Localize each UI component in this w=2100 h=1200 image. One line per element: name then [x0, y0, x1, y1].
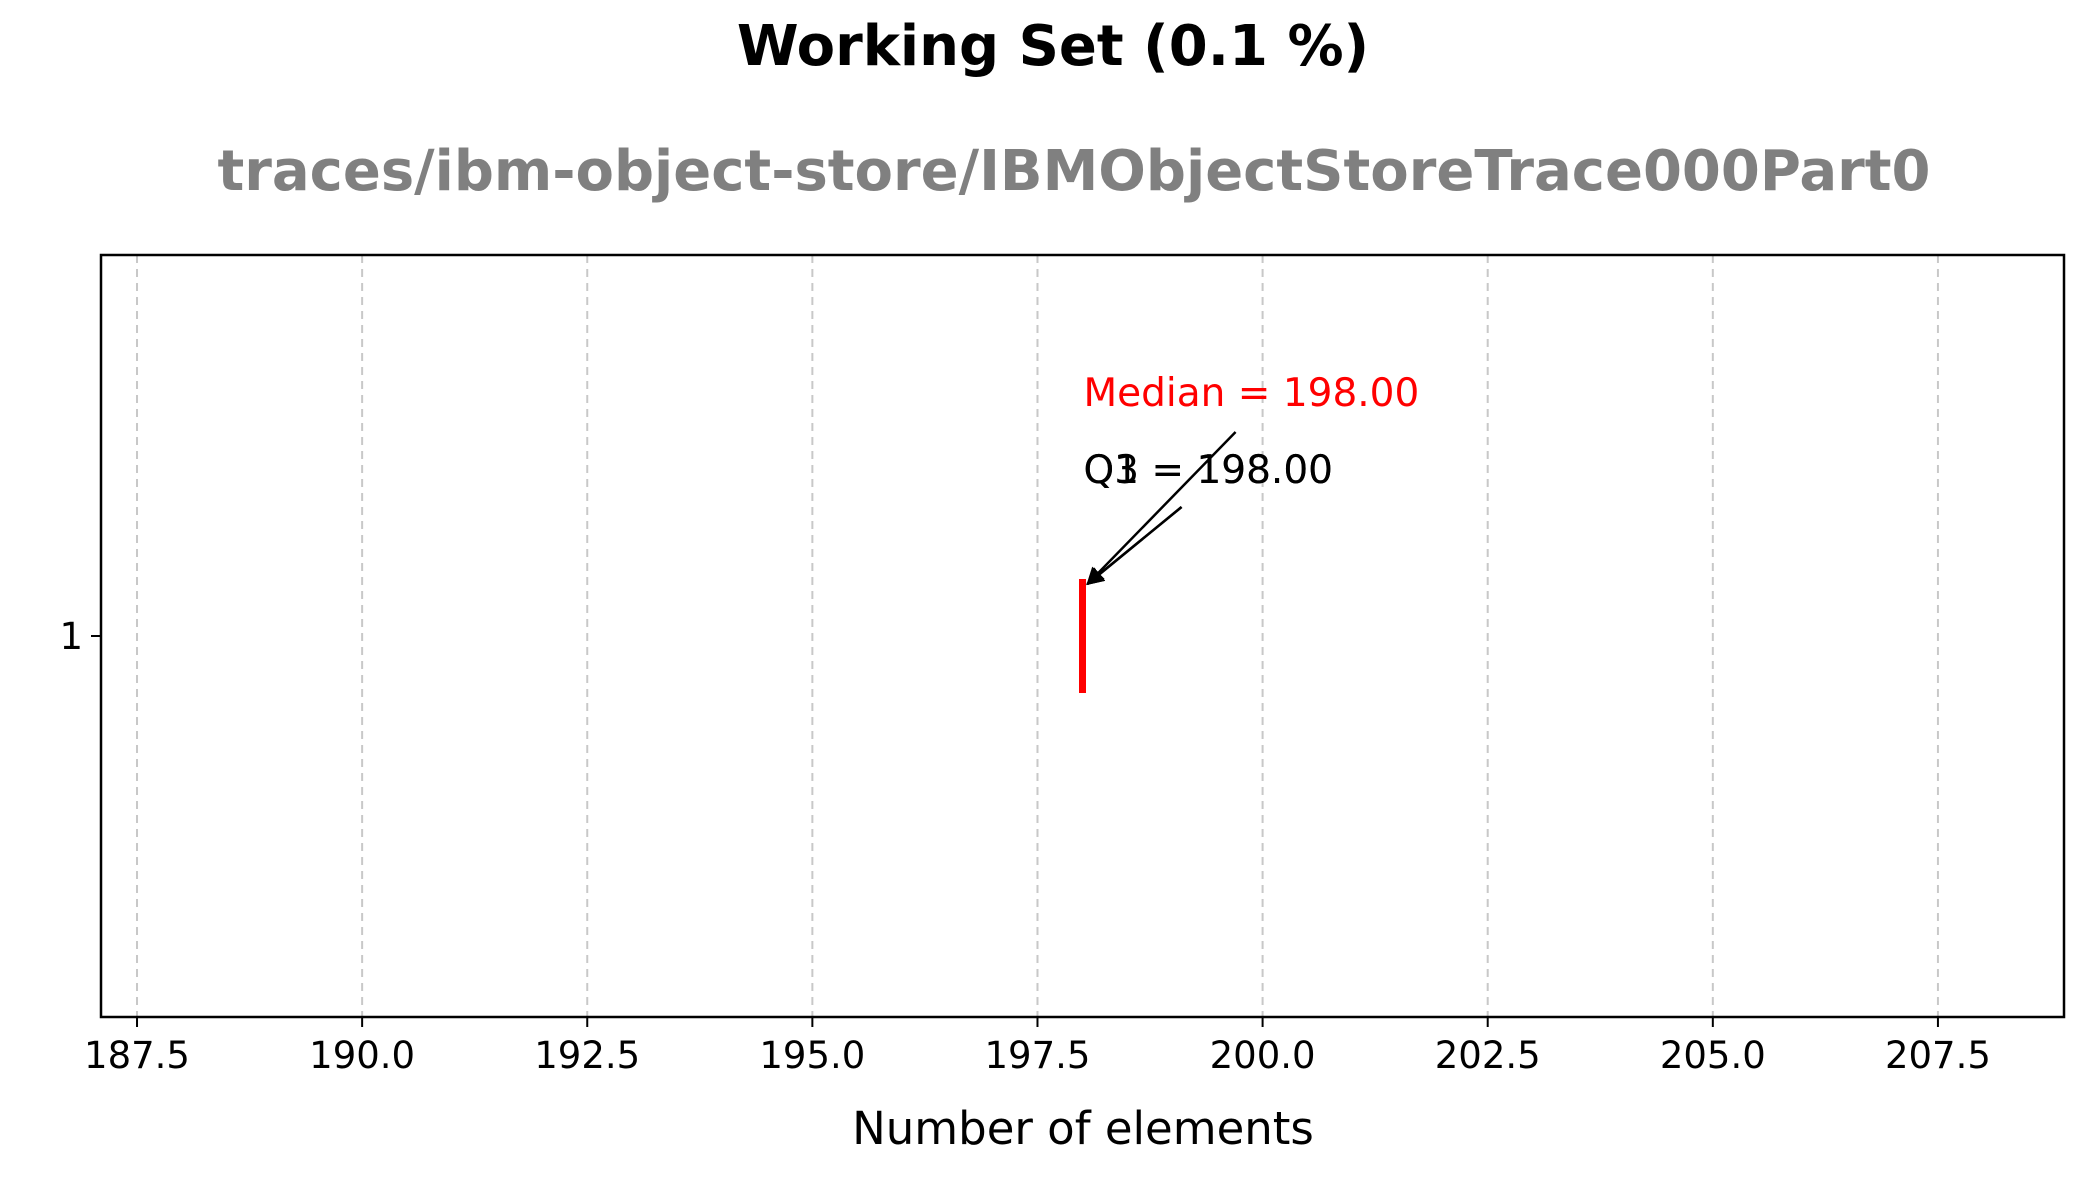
x-axis-label: Number of elements	[852, 1102, 1314, 1155]
x-tick-label: 207.5	[1885, 1034, 1991, 1077]
annotation-label: Q1 = 198.00	[1084, 448, 1333, 493]
x-tick-label: 197.5	[985, 1034, 1091, 1077]
annotation-label: Median = 198.00	[1084, 371, 1420, 416]
x-tick-label: 205.0	[1660, 1034, 1766, 1077]
annotation-arrow	[1086, 431, 1237, 586]
x-tick-label: 200.0	[1210, 1034, 1316, 1077]
y-tick-label: 1	[59, 615, 83, 658]
x-tick-label: 195.0	[759, 1034, 865, 1077]
grid-lines	[136, 255, 1939, 1017]
y-axis-ticks: 1	[59, 615, 101, 658]
x-tick-label: 192.5	[534, 1034, 640, 1077]
x-axis-ticks: 187.5 190.0 192.5 195.0 197.5 200.0 202.5 205.0…	[84, 1017, 1991, 1077]
annotation-label: Q3 = 198.00	[1084, 448, 1333, 493]
x-tick-label: 187.5	[84, 1034, 190, 1077]
x-tick-label: 202.5	[1435, 1034, 1541, 1077]
x-tick-label: 190.0	[309, 1034, 415, 1077]
chart-subtitle: traces/ibm-object-store/IBMObjectStoreTr…	[217, 139, 1930, 204]
chart-title: Working Set (0.1 %)	[737, 14, 1369, 79]
plot-frame	[99, 253, 2066, 1019]
annotation-arrow	[1086, 506, 1183, 586]
